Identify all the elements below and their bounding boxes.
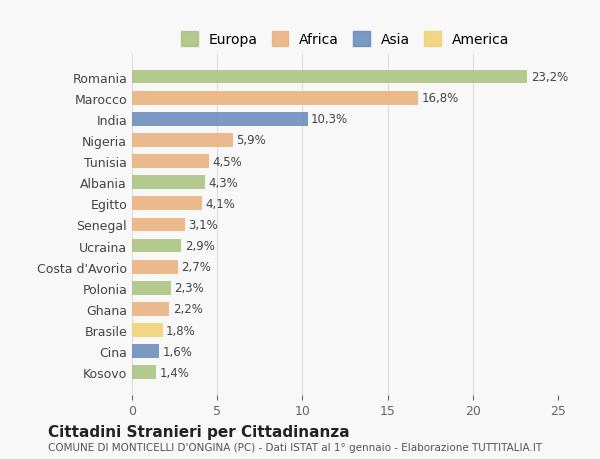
Bar xyxy=(132,155,209,168)
Text: 4,3%: 4,3% xyxy=(209,176,238,189)
Text: 23,2%: 23,2% xyxy=(531,71,568,84)
Text: 1,6%: 1,6% xyxy=(163,345,193,358)
Bar xyxy=(132,366,156,379)
Bar xyxy=(132,92,418,105)
Bar xyxy=(132,345,159,358)
Text: 3,1%: 3,1% xyxy=(188,218,218,231)
Legend: Europa, Africa, Asia, America: Europa, Africa, Asia, America xyxy=(177,28,513,51)
Text: COMUNE DI MONTICELLI D'ONGINA (PC) - Dati ISTAT al 1° gennaio - Elaborazione TUT: COMUNE DI MONTICELLI D'ONGINA (PC) - Dat… xyxy=(48,442,542,452)
Text: 1,4%: 1,4% xyxy=(159,366,189,379)
Bar xyxy=(132,239,181,253)
Text: 2,9%: 2,9% xyxy=(185,240,215,252)
Bar xyxy=(132,176,205,190)
Bar xyxy=(132,134,233,147)
Text: 2,7%: 2,7% xyxy=(181,261,211,274)
Bar xyxy=(132,71,527,84)
Bar xyxy=(132,281,171,295)
Text: 10,3%: 10,3% xyxy=(311,113,348,126)
Text: 2,2%: 2,2% xyxy=(173,303,203,316)
Text: Cittadini Stranieri per Cittadinanza: Cittadini Stranieri per Cittadinanza xyxy=(48,425,350,440)
Bar xyxy=(132,218,185,232)
Bar xyxy=(132,302,169,316)
Bar xyxy=(132,324,163,337)
Text: 4,1%: 4,1% xyxy=(205,197,235,210)
Bar xyxy=(132,260,178,274)
Text: 1,8%: 1,8% xyxy=(166,324,196,337)
Bar xyxy=(132,112,308,126)
Bar xyxy=(132,197,202,211)
Text: 16,8%: 16,8% xyxy=(422,92,459,105)
Text: 5,9%: 5,9% xyxy=(236,134,266,147)
Text: 4,5%: 4,5% xyxy=(212,155,242,168)
Text: 2,3%: 2,3% xyxy=(175,282,205,295)
